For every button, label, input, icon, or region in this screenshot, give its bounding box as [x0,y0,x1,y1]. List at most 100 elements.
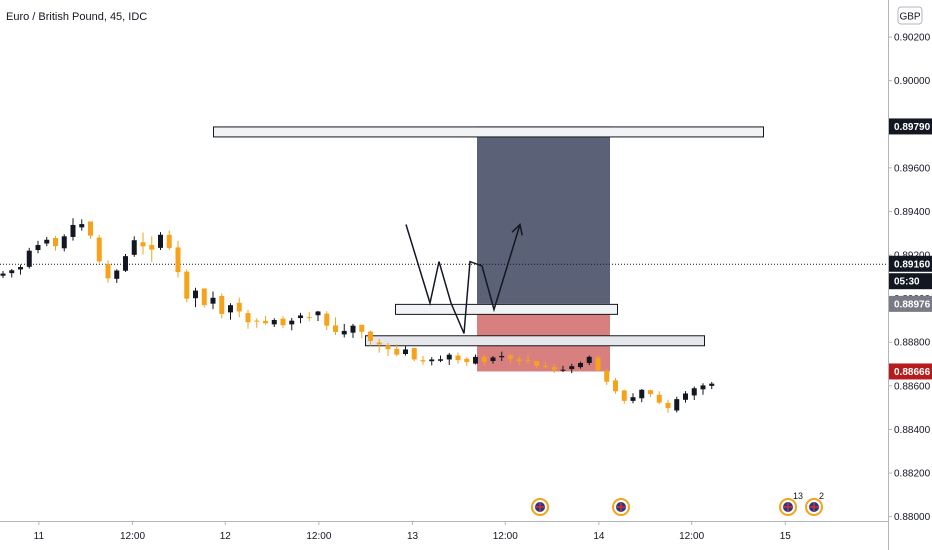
rectangle-box [396,304,618,314]
candle-body [123,256,128,271]
target-zone [477,126,610,303]
price-label-text: 05:30 [894,277,920,288]
candle-body [447,355,452,360]
candle [202,288,207,307]
candle [123,254,128,272]
price-tick-label: 0.88200 [894,469,931,480]
candle-body [44,240,49,244]
candle-body [316,312,321,316]
candle-body [561,370,566,371]
candle-body [333,325,338,332]
candle-body [473,357,478,364]
candle-body [456,356,461,361]
candle-body [114,271,119,279]
price-label-text: 0.89790 [894,122,931,133]
candle-body [289,321,294,325]
candle-body [18,267,23,269]
candle-body [543,366,548,367]
time-tick-label: 12:00 [306,531,331,542]
candle-body [438,359,443,361]
chart-title: Euro / British Pound, 45, IDC [6,11,147,23]
candle-body [263,321,268,323]
time-tick-label: 12:00 [679,531,704,542]
candle [97,235,102,263]
candle [412,348,417,361]
candle-body [631,397,636,401]
candle-body [167,235,172,248]
position-zones [477,126,610,371]
candle-body [246,313,251,322]
plot-background [0,0,888,521]
candle-body [342,331,347,334]
economic-event-icon[interactable] [532,499,548,515]
price-tick-label: 0.88600 [894,381,931,392]
candle-body [193,291,198,299]
candle-body [499,356,504,357]
price-tick-label: 0.89600 [894,163,931,174]
candle-body [622,390,627,400]
candle-body [324,314,329,326]
price-label: 0.88666 [889,363,932,379]
candle-body [701,385,706,389]
candle-body [53,238,58,246]
currency-badge[interactable]: GBP [898,7,922,24]
candle-body [666,403,671,408]
candle-body [149,245,154,250]
candle-body [648,390,653,394]
price-label: 05:30 [889,273,932,289]
candle [184,269,189,302]
candle-body [604,371,609,382]
event-count: 13 [793,491,803,501]
candle-body [36,245,41,250]
price-tick-label: 0.88400 [894,425,931,436]
candle-body [97,238,102,262]
candle-body [254,321,259,322]
rectangle-box [214,127,764,137]
candle-body [62,236,67,248]
price-label: 0.89790 [889,118,932,134]
candle [27,248,32,269]
candle-body [1,274,6,276]
candle-body [394,349,399,355]
candle-body [281,319,286,326]
candle-body [9,270,14,273]
candle-body [386,346,391,350]
price-tick-label: 0.88000 [894,512,931,523]
price-tick-label: 0.88800 [894,338,931,349]
price-label-text: 0.89160 [894,259,931,270]
candle-body [368,332,373,341]
candle-body [351,326,356,333]
candle-body [106,264,111,278]
price-label-text: 0.88666 [894,367,931,378]
price-tick-label: 0.89400 [894,207,931,218]
candle-body [587,357,592,363]
candle-body [71,225,76,237]
candle-body [517,359,522,361]
candle-body [639,390,644,399]
price-label: 0.88976 [889,296,932,312]
event-count: 2 [819,491,824,501]
svg-text:GBP: GBP [899,12,920,23]
time-tick-label: 12:00 [493,531,518,542]
candle-body [683,393,688,399]
price-label-text: 0.88976 [894,299,931,310]
time-tick-label: 11 [34,531,45,542]
candle-body [158,235,163,248]
candle-body [552,367,557,370]
candle-body [421,360,426,361]
candle-body [578,363,583,367]
time-tick-label: 12:00 [120,531,145,542]
time-tick-label: 14 [593,531,605,542]
price-tick-label: 0.90200 [894,33,931,44]
economic-event-icon[interactable] [613,499,629,515]
candle-body [674,399,679,410]
candle-body [202,288,207,305]
price-label: 0.89160 [889,256,932,272]
candle-body [307,317,312,318]
candle-body [228,305,233,312]
candle-body [88,221,93,235]
time-tick-label: 15 [780,531,792,542]
candle-body [141,242,146,246]
candle-body [272,320,277,324]
